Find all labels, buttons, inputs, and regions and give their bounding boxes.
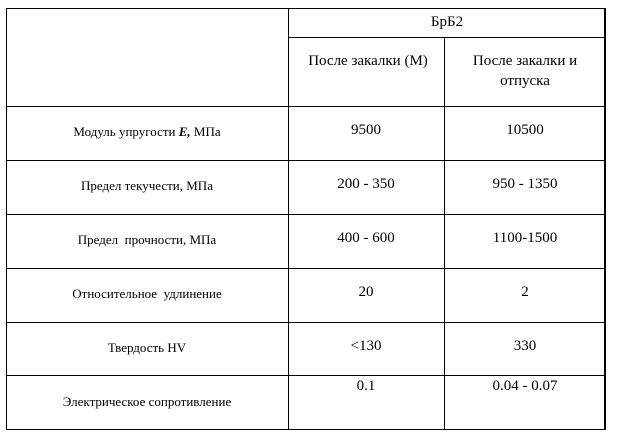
row-divider-5 [6,375,606,376]
row-label-unit: МПа [190,124,221,139]
row-label-elastic-modulus: Модуль упругости E, МПа [6,124,288,140]
cell-value: 0.1 [356,378,376,394]
row-divider-2 [6,214,606,215]
col-divider-2 [444,37,445,430]
cell-value: 1100-1500 [492,230,558,246]
cell-value: 20 [358,284,374,300]
col-header-quenched-tempered: После закалки и отпуска [472,53,578,89]
row-label-part: Модуль упругости [73,124,179,139]
row-label-symbol: E, [178,124,191,139]
row-divider-header [6,106,606,107]
row-divider-1 [6,160,606,161]
cell-value: 950 - 1350 [492,176,558,192]
row-label-yield-strength: Предел текучести, МПа [81,178,213,193]
col-divider-1 [288,8,289,430]
table-frame [6,8,606,430]
row-label-hardness: Твердость HV [107,340,187,355]
cell-value: <130 [350,338,382,354]
row-label-electrical-resistance: Электрическое сопротивление [62,394,232,409]
row-label-elongation: Относительное удлинение [72,286,222,301]
cell-value: 2 [521,284,529,300]
col-header-quenched: После закалки (М) [308,53,428,69]
cell-value: 0.04 - 0.07 [492,378,558,394]
cell-value: 9500 [351,122,381,138]
row-divider-group [288,37,606,38]
row-label-tensile-strength: Предел прочности, МПа [77,232,217,247]
row-divider-3 [6,268,606,269]
cell-value: 200 - 350 [337,176,395,192]
cell-value: 10500 [506,122,544,138]
group-header: БрБ2 [430,14,464,30]
row-divider-4 [6,322,606,323]
cell-value: 400 - 600 [337,230,395,246]
cell-value: 330 [513,338,537,354]
